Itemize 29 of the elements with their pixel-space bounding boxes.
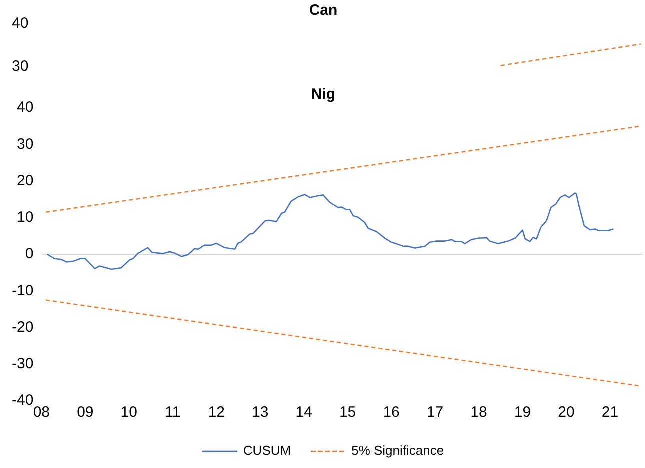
y-tick-label: -20 [12,318,34,336]
y-tick-label: -10 [12,282,34,300]
x-tick-label: 12 [208,404,225,422]
y-tick-label: 20 [16,172,34,190]
x-tick-label: 20 [558,404,575,422]
x-tick-label: 10 [120,404,138,422]
y-tick-label: -30 [12,356,34,373]
y-tick-label: 0 [25,246,34,263]
legend-label: 5% Significance [352,443,444,458]
chart-title: Nig [311,86,336,104]
x-tick-label: 16 [383,404,400,422]
x-tick-label: 13 [252,404,269,422]
y-tick-label: 40 [16,99,34,116]
y-tick-label: 30 [12,58,29,76]
y-tick-label: 10 [16,209,34,226]
x-tick-label: 18 [470,404,488,422]
x-tick-label: 09 [77,404,94,422]
x-tick-label: 17 [426,404,444,422]
y-tick-label: -40 [12,392,34,410]
y-tick-label: 30 [16,136,34,153]
y-tick-label: 40 [12,15,29,32]
x-tick-label: 15 [339,404,356,422]
x-tick-label: 11 [165,404,181,422]
x-tick-label: 19 [514,404,532,422]
legend-label: CUSUM [243,443,292,458]
chart-title: Can [309,2,338,20]
x-tick-label: 14 [296,404,312,422]
x-tick-label: 21 [602,404,619,422]
x-tick-label: 08 [33,404,50,422]
